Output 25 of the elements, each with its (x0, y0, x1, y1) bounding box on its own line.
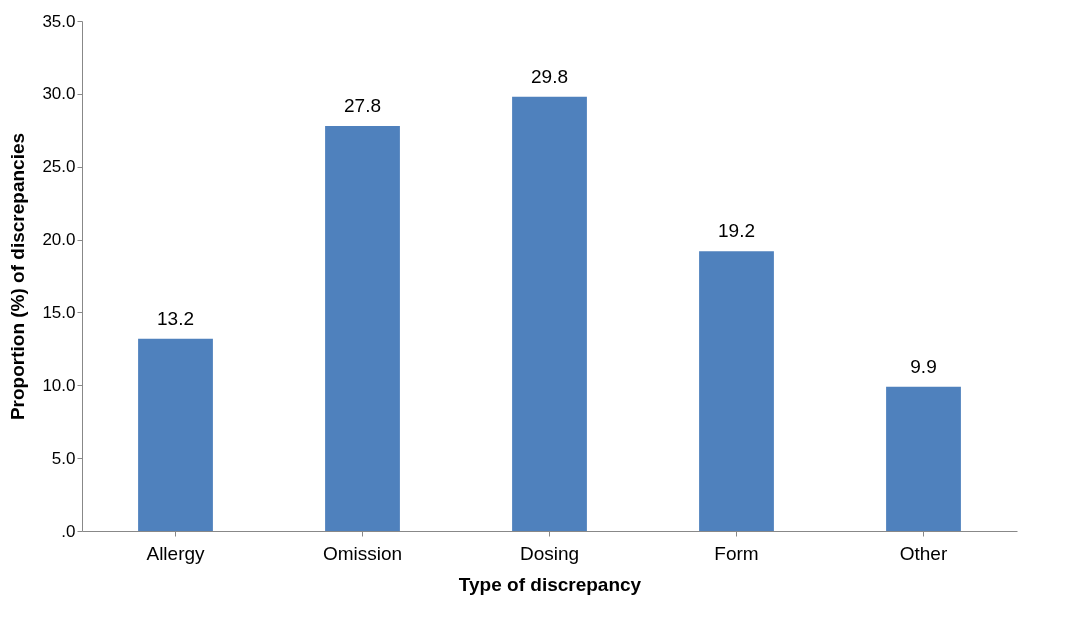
bar (699, 251, 774, 531)
bar (325, 125, 400, 531)
x-tick-label: Dosing (519, 542, 580, 564)
y-tick-label: 30.0 (42, 84, 76, 104)
data-label: 27.8 (344, 94, 381, 116)
y-axis-title: Proportion (%) of discrepancies (7, 132, 29, 421)
y-tick-label: 5.0 (51, 448, 76, 468)
bar (138, 338, 213, 531)
data-label: 13.2 (157, 307, 194, 329)
y-tick-label: 35.0 (42, 11, 76, 31)
bar (512, 96, 587, 531)
data-label: 29.8 (531, 65, 568, 87)
y-tick-label: 20.0 (42, 230, 76, 250)
x-tick-label: Form (714, 542, 759, 564)
x-tick-label: Allergy (146, 542, 206, 564)
x-axis-title: Type of discrepancy (458, 573, 642, 595)
data-label: 9.9 (910, 355, 937, 377)
y-tick-label: 15.0 (42, 302, 76, 322)
x-tick-label: Other (899, 542, 948, 564)
y-tick-label: 25.0 (42, 157, 76, 177)
x-tick-label: Omission (322, 542, 403, 564)
data-label: 19.2 (718, 220, 755, 242)
y-tick-label: .0 (61, 521, 76, 541)
y-tick-label: 10.0 (42, 375, 76, 395)
bar (886, 386, 961, 531)
